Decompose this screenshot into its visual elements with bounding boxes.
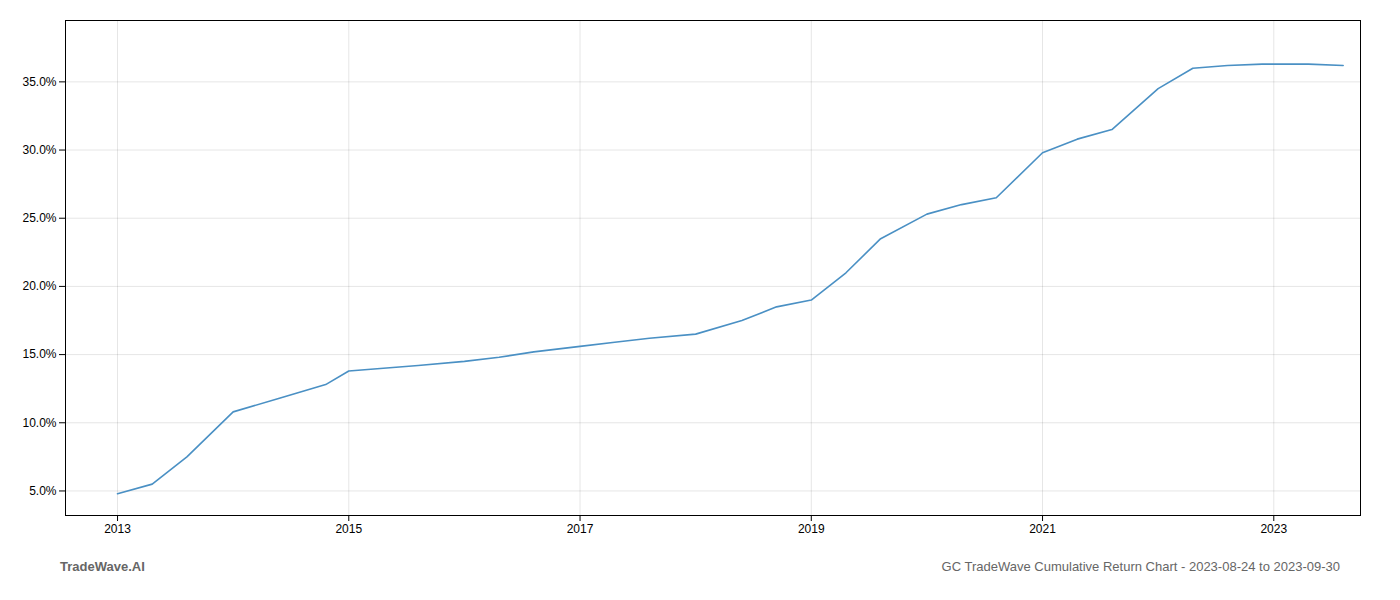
svg-text:5.0%: 5.0% xyxy=(29,484,57,498)
html-text:GC TradeWave Cumulative Return: GC TradeWave Cumulative Return Chart - 2… xyxy=(941,559,1340,574)
svg-text:2023: 2023 xyxy=(1260,522,1287,536)
svg-text:2021: 2021 xyxy=(1029,522,1056,536)
svg-text:2015: 2015 xyxy=(335,522,362,536)
html-text:TradeWave.AI: TradeWave.AI xyxy=(60,559,145,574)
svg-text:2013: 2013 xyxy=(104,522,131,536)
svg-text:20.0%: 20.0% xyxy=(22,279,56,293)
svg-text:30.0%: 30.0% xyxy=(22,143,56,157)
svg-text:35.0%: 35.0% xyxy=(22,75,56,89)
svg-text:25.0%: 25.0% xyxy=(22,211,56,225)
svg-text:2019: 2019 xyxy=(798,522,825,536)
svg-text:15.0%: 15.0% xyxy=(22,347,56,361)
svg-text:10.0%: 10.0% xyxy=(22,416,56,430)
svg-text:2017: 2017 xyxy=(567,522,594,536)
